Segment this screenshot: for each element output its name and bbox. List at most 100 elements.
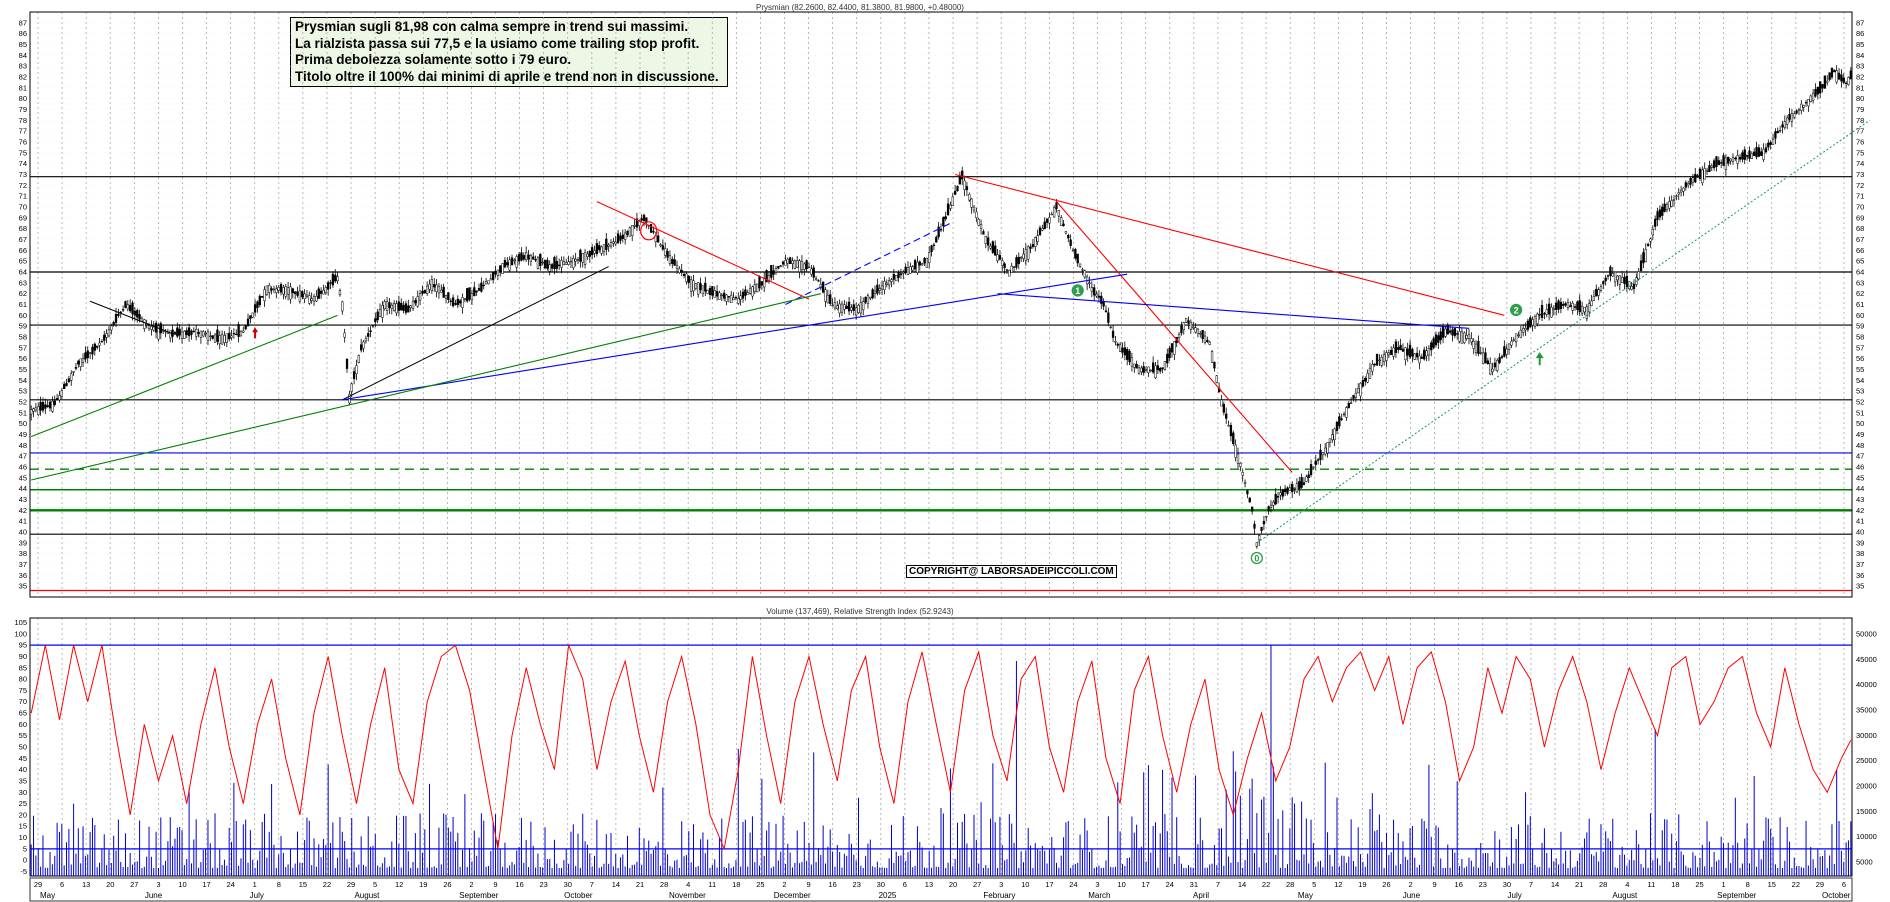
candle-body	[1076, 253, 1079, 264]
trend-line	[342, 266, 609, 401]
candle-body	[1267, 506, 1270, 512]
candle-body	[1823, 75, 1827, 89]
candle-body	[253, 304, 257, 313]
candle-body	[1790, 113, 1794, 122]
candle-body	[1015, 257, 1018, 268]
candle-body	[157, 325, 160, 340]
price-y-tick-left: 74	[19, 159, 27, 168]
candle-body	[1670, 200, 1673, 207]
candle-body	[965, 186, 969, 191]
x-day-tick: 28	[1286, 880, 1294, 889]
candle-body	[930, 245, 933, 252]
price-y-tick-right: 79	[1856, 105, 1864, 114]
candle-body	[456, 298, 459, 306]
price-y-tick-right: 65	[1856, 257, 1864, 266]
candle-body	[1345, 407, 1348, 418]
price-y-tick-right: 71	[1856, 192, 1864, 201]
candle-body	[404, 303, 408, 313]
candle-body	[1121, 347, 1124, 353]
candle-body	[176, 327, 179, 337]
candle-body	[671, 258, 674, 264]
candle-body	[1001, 260, 1004, 266]
candle-body	[1529, 317, 1532, 328]
x-day-tick: 8	[277, 880, 281, 889]
candle-body	[1514, 333, 1518, 343]
price-y-tick-right: 37	[1856, 560, 1864, 569]
candle-body	[675, 265, 679, 269]
candle-body	[1722, 155, 1725, 166]
candle-body	[1036, 235, 1039, 242]
price-y-tick-right: 43	[1856, 495, 1864, 504]
candle-body	[1415, 352, 1419, 358]
candle-body	[185, 330, 188, 336]
candle-body	[1630, 286, 1633, 290]
candle-body	[206, 331, 210, 341]
candle-body	[1771, 138, 1775, 145]
x-day-tick: 20	[949, 880, 957, 889]
candle-body	[1826, 80, 1829, 83]
candle-body	[807, 266, 811, 269]
candle-body	[1371, 364, 1374, 372]
candle-body	[1413, 353, 1416, 360]
candle-body	[329, 282, 332, 284]
candle-body	[904, 266, 907, 273]
candle-body	[534, 259, 537, 261]
price-y-tick-right: 44	[1856, 484, 1864, 493]
volume-y-tick: 40000	[1856, 680, 1877, 689]
wave-count-label: 0	[1254, 554, 1259, 564]
candle-body	[1342, 413, 1346, 416]
trend-line	[997, 293, 1470, 329]
candle-body	[1613, 271, 1617, 283]
candle-body	[1361, 380, 1365, 387]
candle-body	[1307, 474, 1310, 478]
candle-body	[515, 256, 518, 268]
candle-body	[626, 230, 629, 236]
price-y-tick-left: 85	[19, 40, 27, 49]
candle-body	[739, 295, 742, 300]
candle-body	[704, 282, 707, 292]
candle-body	[1819, 81, 1822, 94]
candle-body	[1031, 244, 1035, 247]
price-y-tick-right: 54	[1856, 376, 1864, 385]
candle-body	[1034, 237, 1037, 248]
candle-body	[1081, 269, 1084, 271]
candle-body	[918, 261, 921, 266]
candle-body	[572, 257, 575, 268]
candle-body	[972, 206, 976, 211]
candle-body	[1484, 352, 1487, 364]
x-day-tick: 16	[515, 880, 523, 889]
candle-body	[277, 287, 280, 291]
x-day-tick: 4	[1625, 880, 1629, 889]
candle-body	[527, 254, 530, 260]
price-y-tick-right: 69	[1856, 213, 1864, 222]
candle-body	[1010, 265, 1013, 273]
candle-body	[51, 400, 54, 412]
candle-body	[1804, 102, 1808, 104]
candle-body	[1588, 303, 1591, 313]
candle-body	[958, 176, 962, 185]
candle-body	[1260, 526, 1263, 531]
candle-body	[1639, 260, 1643, 272]
candle-body	[760, 281, 764, 286]
candle-body	[800, 261, 804, 271]
candle-body	[126, 304, 129, 310]
candle-body	[1161, 367, 1164, 370]
price-y-tick-right: 78	[1856, 116, 1864, 125]
candle-body	[1800, 103, 1803, 111]
price-y-tick-right: 66	[1856, 246, 1864, 255]
trend-line	[1256, 119, 1870, 544]
candle-body	[536, 257, 540, 269]
candle-body	[1748, 150, 1751, 159]
candle-body	[772, 270, 775, 275]
x-month-label: August	[1612, 891, 1638, 900]
candle-body	[468, 287, 471, 300]
candle-body	[727, 296, 731, 298]
candle-body	[925, 258, 929, 268]
candle-body	[1024, 249, 1028, 261]
x-day-tick: 13	[82, 880, 90, 889]
rsi-y-tick: 95	[19, 641, 27, 650]
x-day-tick: 14	[1551, 880, 1559, 889]
candle-body	[744, 289, 747, 296]
x-day-tick: 13	[925, 880, 933, 889]
candle-body	[1519, 329, 1522, 338]
